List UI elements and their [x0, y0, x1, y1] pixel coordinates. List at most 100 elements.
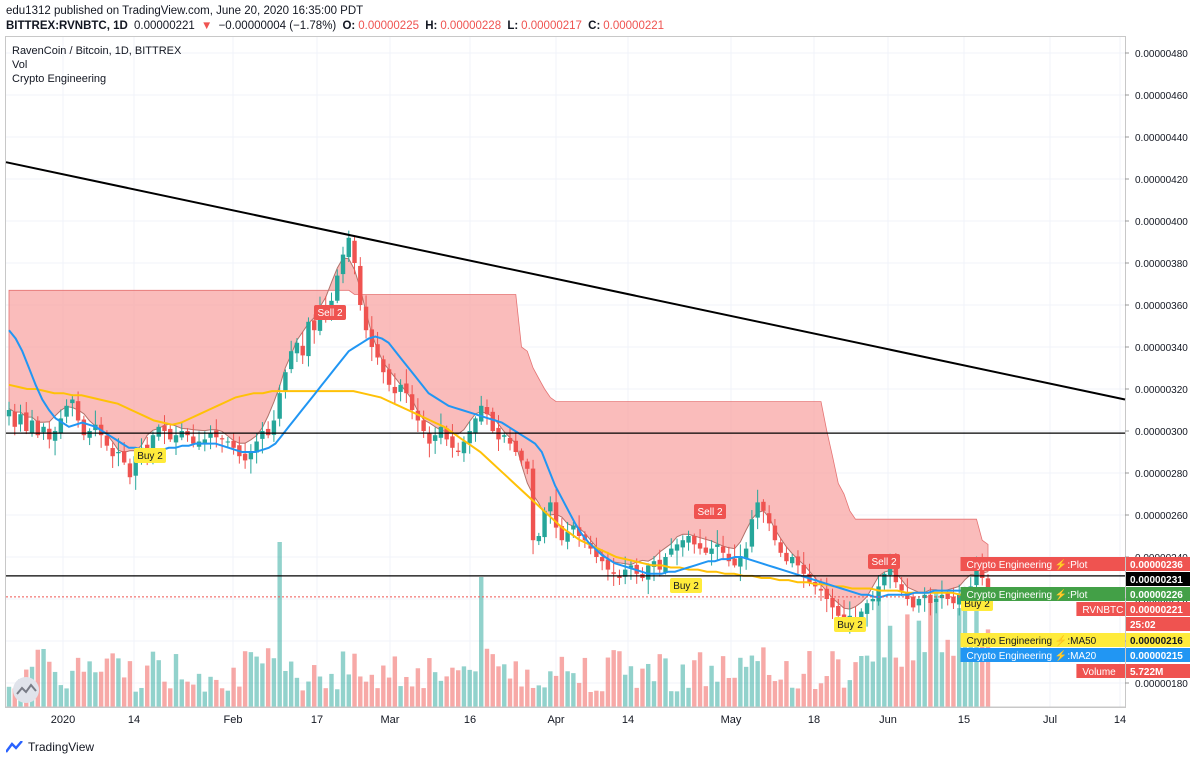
- candle-body: [836, 606, 841, 616]
- candle-body: [248, 452, 254, 460]
- candle-body: [404, 383, 409, 394]
- volume-bar: [312, 665, 317, 707]
- volume-bar: [841, 687, 847, 707]
- x-tick-label: Jun: [879, 714, 897, 726]
- volume-bar: [208, 676, 213, 707]
- volume-bar: [847, 680, 852, 707]
- y-tick-label: 0.00000380: [1135, 259, 1188, 270]
- volume-bar: [519, 686, 524, 707]
- candle-body: [628, 565, 634, 568]
- volume-bar: [536, 685, 542, 707]
- chart-header: edu1312 published on TradingView.com, Ju…: [6, 4, 1196, 34]
- x-tick-label: 14: [622, 714, 634, 726]
- volume-bar: [432, 672, 438, 707]
- volume-bar: [945, 639, 950, 707]
- candle-body: [288, 351, 294, 370]
- x-tick-label: 16: [464, 714, 476, 726]
- volume-bar: [288, 661, 294, 707]
- volume-bar: [830, 651, 835, 707]
- horizontal-levels: [6, 432, 1125, 577]
- volume-bar: [52, 671, 58, 707]
- ma50-line: [8, 383, 988, 596]
- candle-body: [254, 441, 259, 453]
- volume-bar: [121, 677, 127, 707]
- candle-body: [674, 544, 680, 551]
- ma20-line: [8, 329, 989, 598]
- volume-bar: [985, 629, 991, 707]
- candle-body: [772, 525, 778, 541]
- candle-body: [150, 435, 156, 453]
- candle-body: [490, 411, 495, 431]
- candle-body: [242, 453, 248, 461]
- volume-bar: [899, 666, 904, 707]
- last-price: 0.00000221: [134, 20, 195, 32]
- volume-bar: [836, 659, 841, 707]
- y-tick-label: 0.00000440: [1135, 133, 1188, 144]
- volume-bar: [496, 666, 501, 707]
- volume-bar: [162, 681, 167, 707]
- x-tick-label: Jul: [1043, 714, 1057, 726]
- candle-body: [692, 536, 697, 545]
- candle-body: [219, 438, 225, 440]
- volume-bars: [6, 542, 991, 707]
- volume-bar: [277, 542, 282, 707]
- footer: TradingView: [6, 740, 94, 754]
- volume-bar: [617, 651, 622, 707]
- x-tick-label: 18: [808, 714, 820, 726]
- candle-body: [409, 394, 415, 410]
- volume-bar: [939, 652, 945, 707]
- buy-signal: Buy 2: [834, 617, 866, 632]
- candle-body: [306, 321, 311, 357]
- volume-bar: [582, 657, 588, 707]
- volume-bar: [168, 688, 173, 707]
- price-label-value: 0.00000221: [1130, 605, 1183, 616]
- candle-body: [519, 450, 524, 461]
- candle-body: [870, 599, 876, 602]
- x-axis: 2020 14 Feb 17 Mar 16 Apr 14 May 18 Jun 15 Jul 14: [6, 706, 1126, 726]
- price-label: 25:02: [1126, 617, 1190, 631]
- volume-bar: [225, 690, 231, 707]
- candle-body: [179, 431, 184, 438]
- volume-bar: [219, 688, 225, 707]
- tradingview-logo-icon: [6, 741, 23, 753]
- volume-bar: [444, 676, 449, 707]
- volume-bar: [565, 671, 570, 707]
- candle-body: [127, 463, 133, 478]
- volume-bar: [41, 648, 46, 707]
- candle-body: [933, 599, 939, 602]
- volume-bar: [599, 691, 605, 707]
- candle-body: [709, 548, 714, 554]
- candle-body: [559, 526, 565, 541]
- candle-body: [565, 531, 570, 542]
- volume-bar: [605, 657, 611, 707]
- volume-bar: [784, 661, 789, 707]
- volume-bar: [35, 649, 40, 707]
- volume-bar: [265, 648, 271, 707]
- volume-bar: [363, 681, 369, 707]
- candle-body: [392, 386, 398, 394]
- candle-body: [876, 586, 881, 602]
- candle-body: [502, 435, 507, 437]
- candle-body: [553, 502, 559, 528]
- volume-bar: [87, 661, 92, 707]
- price-label-name: RVNBTC: [1082, 605, 1123, 616]
- signal-text: Buy 2: [137, 451, 163, 462]
- volume-bar: [64, 688, 69, 707]
- candle-body: [335, 275, 340, 301]
- volume-bar: [127, 661, 133, 707]
- candle-body: [778, 542, 783, 553]
- price-label-value: 0.00000215: [1130, 651, 1183, 662]
- y-tick-label: 0.00000340: [1135, 343, 1188, 354]
- volume-bar: [674, 691, 680, 707]
- candle-body: [899, 584, 904, 591]
- candle-body: [467, 431, 472, 444]
- volume-bar: [70, 670, 75, 707]
- volume-bar: [254, 656, 259, 707]
- volume-bar: [202, 691, 207, 707]
- high-value: 0.00000228: [440, 20, 502, 32]
- symbol: BITTREX:RVNBTC, 1D: [6, 20, 128, 32]
- candle-body: [398, 384, 403, 392]
- volume-bar: [749, 655, 755, 707]
- volume-bar: [12, 688, 17, 707]
